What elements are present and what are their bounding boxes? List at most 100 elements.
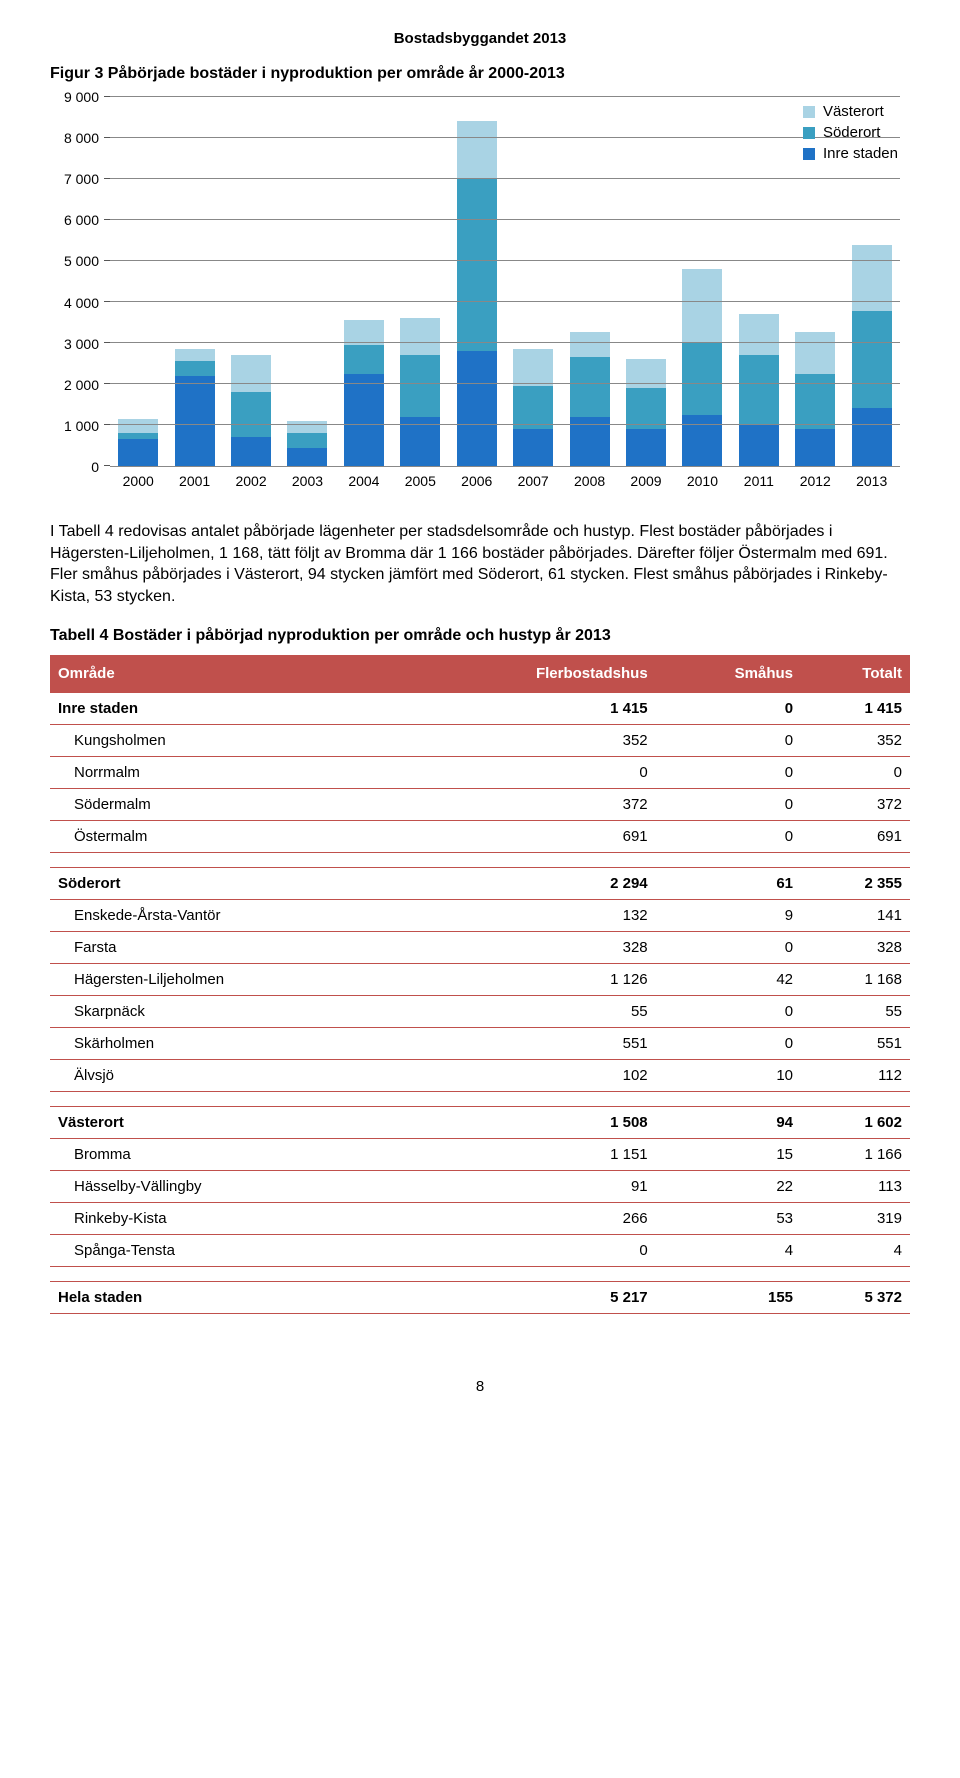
grid-line bbox=[110, 137, 900, 138]
y-tick-label: 6 000 bbox=[44, 212, 99, 228]
table-column-header: Småhus bbox=[656, 655, 801, 693]
bar-segment-vasterort bbox=[795, 332, 835, 373]
grid-line bbox=[110, 383, 900, 384]
legend-label: Söderort bbox=[823, 124, 881, 141]
row-value: 691 bbox=[406, 821, 656, 853]
row-value: 0 bbox=[406, 757, 656, 789]
y-tick-label: 7 000 bbox=[44, 171, 99, 187]
row-value: 352 bbox=[801, 725, 910, 757]
table-spacer bbox=[50, 1267, 910, 1282]
bar-segment-inre bbox=[175, 376, 215, 466]
table-header-row: OmrådeFlerbostadshusSmåhusTotalt bbox=[50, 655, 910, 693]
table-row: Norrmalm000 bbox=[50, 757, 910, 789]
table-row: Farsta3280328 bbox=[50, 932, 910, 964]
bar-column bbox=[457, 121, 497, 466]
bar-segment-vasterort bbox=[682, 269, 722, 343]
x-tick-label: 2003 bbox=[287, 467, 327, 489]
row-value: 1 415 bbox=[406, 693, 656, 725]
table-column-header: Totalt bbox=[801, 655, 910, 693]
bar-column bbox=[626, 359, 666, 466]
grid-line bbox=[110, 342, 900, 343]
row-label: Farsta bbox=[50, 932, 406, 964]
table-column-header: Område bbox=[50, 655, 406, 693]
grid-line bbox=[110, 96, 900, 97]
bar-segment-soderort bbox=[400, 355, 440, 417]
row-value: 61 bbox=[656, 868, 801, 900]
x-tick-label: 2007 bbox=[513, 467, 553, 489]
table-spacer bbox=[50, 853, 910, 868]
bar-segment-inre bbox=[795, 429, 835, 466]
bar-segment-vasterort bbox=[400, 318, 440, 355]
row-label: Hela staden bbox=[50, 1282, 406, 1314]
row-value: 372 bbox=[801, 789, 910, 821]
row-value: 0 bbox=[801, 757, 910, 789]
bar-segment-soderort bbox=[513, 386, 553, 429]
row-label: Södermalm bbox=[50, 789, 406, 821]
row-value: 0 bbox=[656, 1028, 801, 1060]
bar-segment-soderort bbox=[175, 361, 215, 375]
row-value: 328 bbox=[801, 932, 910, 964]
row-value: 319 bbox=[801, 1203, 910, 1235]
row-label: Bromma bbox=[50, 1139, 406, 1171]
legend-item: Västerort bbox=[803, 103, 898, 120]
grid-line bbox=[110, 424, 900, 425]
bar-segment-soderort bbox=[795, 374, 835, 430]
y-tick-mark bbox=[104, 465, 110, 466]
y-axis: 01 0002 0003 0004 0005 0006 0007 0008 00… bbox=[50, 97, 105, 467]
bar-segment-soderort bbox=[570, 357, 610, 417]
legend-item: Söderort bbox=[803, 124, 898, 141]
legend-label: Västerort bbox=[823, 103, 884, 120]
bar-segment-inre bbox=[852, 408, 892, 466]
row-value: 2 355 bbox=[801, 868, 910, 900]
row-label: Spånga-Tensta bbox=[50, 1235, 406, 1267]
table-spacer bbox=[50, 1092, 910, 1107]
x-tick-label: 2000 bbox=[118, 467, 158, 489]
row-value: 0 bbox=[656, 757, 801, 789]
row-value: 1 602 bbox=[801, 1107, 910, 1139]
bar-segment-vasterort bbox=[231, 355, 271, 392]
row-value: 691 bbox=[801, 821, 910, 853]
bar-segment-vasterort bbox=[739, 314, 779, 355]
row-label: Älvsjö bbox=[50, 1060, 406, 1092]
x-tick-label: 2010 bbox=[682, 467, 722, 489]
grid-line bbox=[110, 219, 900, 220]
table-row: Bromma1 151151 166 bbox=[50, 1139, 910, 1171]
row-label: Kungsholmen bbox=[50, 725, 406, 757]
bar-segment-inre bbox=[231, 437, 271, 466]
table-row: Enskede-Årsta-Vantör1329141 bbox=[50, 900, 910, 932]
bar-segment-inre bbox=[457, 351, 497, 466]
row-value: 42 bbox=[656, 964, 801, 996]
bar-column bbox=[231, 355, 271, 466]
bar-column bbox=[175, 349, 215, 466]
row-label: Västerort bbox=[50, 1107, 406, 1139]
y-tick-label: 3 000 bbox=[44, 336, 99, 352]
table-row: Södermalm3720372 bbox=[50, 789, 910, 821]
row-value: 4 bbox=[656, 1235, 801, 1267]
grid-line bbox=[110, 178, 900, 179]
row-value: 372 bbox=[406, 789, 656, 821]
bar-segment-inre bbox=[682, 415, 722, 466]
row-label: Hägersten-Liljeholmen bbox=[50, 964, 406, 996]
row-value: 91 bbox=[406, 1171, 656, 1203]
row-label: Hässelby-Vällingby bbox=[50, 1171, 406, 1203]
bar-segment-inre bbox=[118, 439, 158, 466]
bar-segment-inre bbox=[739, 425, 779, 466]
row-label: Skarpnäck bbox=[50, 996, 406, 1028]
table-row: Skarpnäck55055 bbox=[50, 996, 910, 1028]
row-value: 113 bbox=[801, 1171, 910, 1203]
bar-column bbox=[400, 318, 440, 466]
row-value: 102 bbox=[406, 1060, 656, 1092]
row-value: 0 bbox=[656, 789, 801, 821]
bar-column bbox=[570, 332, 610, 466]
legend-label: Inre staden bbox=[823, 145, 898, 162]
grid-line bbox=[110, 301, 900, 302]
table-row: Östermalm6910691 bbox=[50, 821, 910, 853]
bar-segment-soderort bbox=[231, 392, 271, 437]
y-tick-label: 1 000 bbox=[44, 418, 99, 434]
bar-segment-soderort bbox=[852, 311, 892, 408]
row-label: Rinkeby-Kista bbox=[50, 1203, 406, 1235]
table-row: Hela staden5 2171555 372 bbox=[50, 1282, 910, 1314]
bar-segment-soderort bbox=[739, 355, 779, 425]
row-value: 0 bbox=[656, 821, 801, 853]
row-label: Enskede-Årsta-Vantör bbox=[50, 900, 406, 932]
